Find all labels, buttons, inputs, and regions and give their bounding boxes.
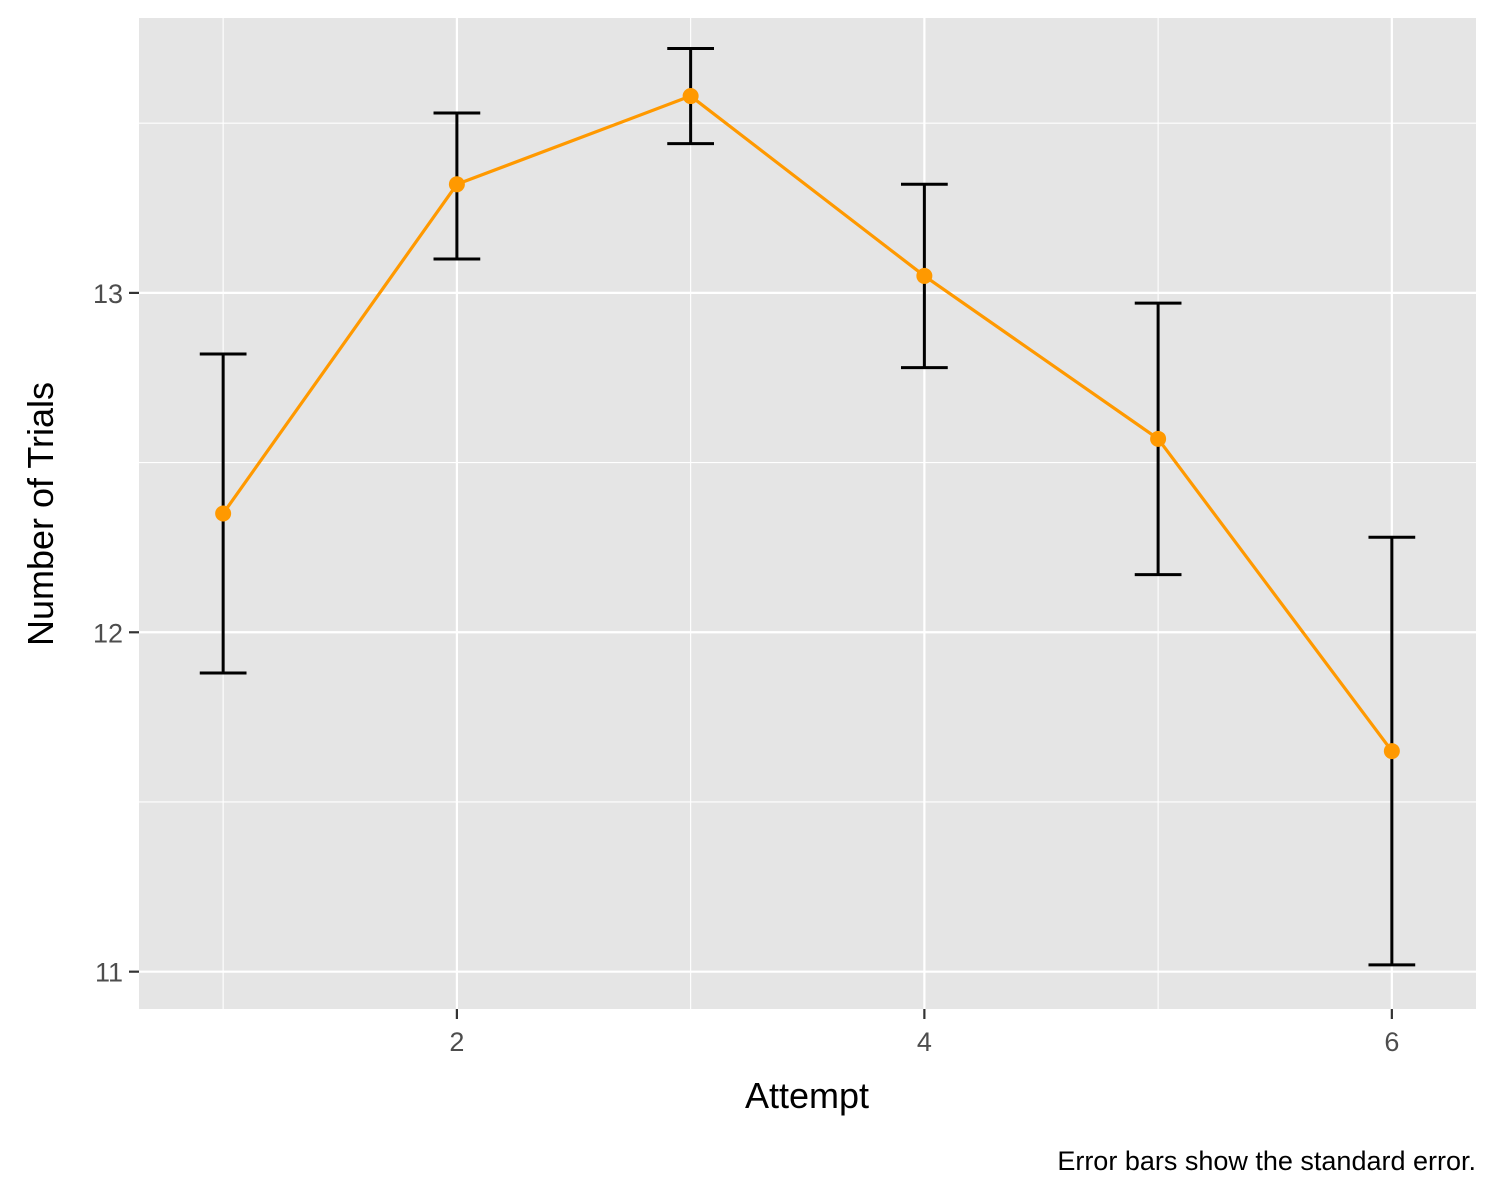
- data-points: [215, 88, 1400, 760]
- y-tick-label-2: 13: [93, 279, 123, 309]
- x-tick-label-2: 6: [1384, 1027, 1399, 1057]
- data-point-2: [448, 176, 465, 193]
- y-tick-label-0: 11: [95, 958, 123, 988]
- data-point-1: [215, 505, 232, 522]
- plot-panel: [139, 18, 1476, 1009]
- axis-ticks: [129, 291, 1393, 1019]
- data-point-6: [1383, 743, 1400, 760]
- data-point-4: [916, 267, 933, 284]
- x-tick-label-0: 2: [449, 1027, 464, 1057]
- x-axis-title: Attempt: [745, 1075, 869, 1116]
- series-line: [221, 94, 1394, 753]
- series-line-group: [221, 94, 1394, 753]
- data-point-3: [682, 88, 699, 105]
- tick-labels: 2 4 6 11 12 13: [93, 279, 1399, 1057]
- y-axis-title: Number of Trials: [20, 382, 61, 646]
- y-tick-label-1: 12: [93, 618, 123, 648]
- data-point-5: [1150, 430, 1167, 447]
- x-tick-label-1: 4: [917, 1027, 932, 1057]
- chart-caption: Error bars show the standard error.: [1057, 1146, 1476, 1176]
